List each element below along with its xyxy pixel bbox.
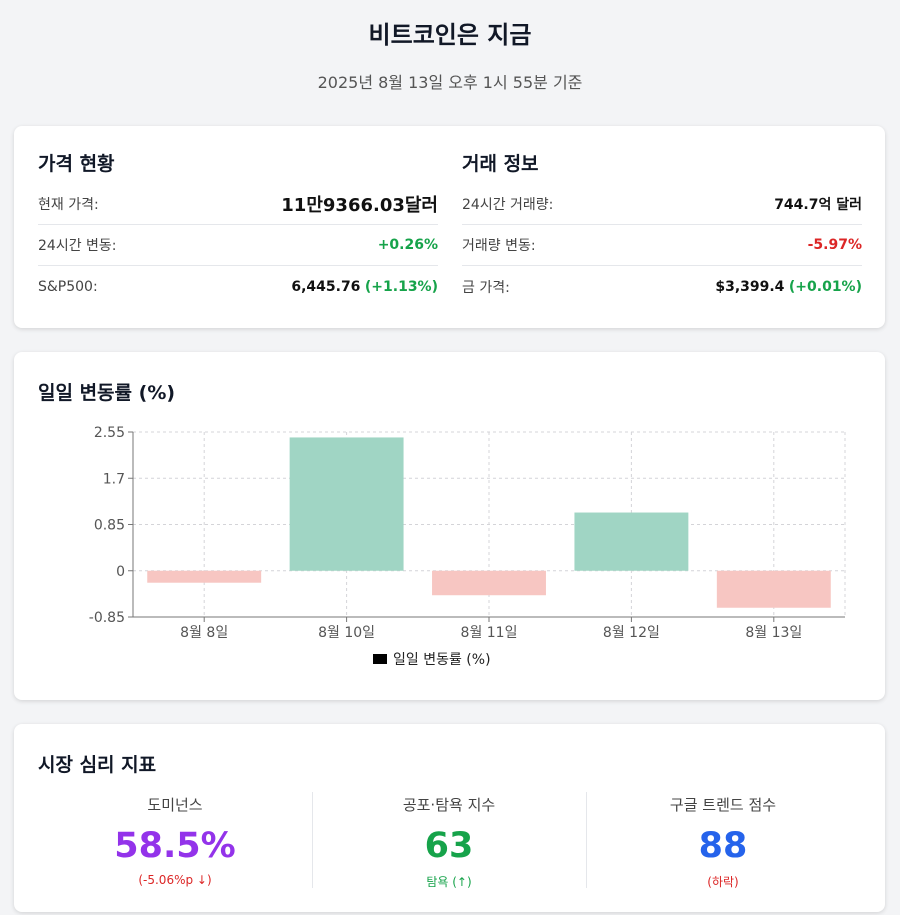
legend-swatch	[373, 654, 387, 664]
fear-greed-metric: 공포·탐욕 지수 63 탐욕 (↑)	[312, 792, 586, 889]
daily-change-chart: 2.55 1.7 0.85 0 -0.85 8월 8일 8월 10일 8월 11일 8월 12일…	[89, 425, 846, 668]
chart-title: 일일 변동률 (%)	[38, 382, 176, 404]
google-trends-status: (하락)	[707, 875, 739, 889]
dominance-metric: 도미넌스 58.5% (-5.06%p ↓)	[38, 792, 312, 888]
x-tick-label: 8월 8일	[180, 625, 228, 641]
sp500-label: S&P500:	[38, 278, 98, 295]
gold-price-change: (+0.01%)	[788, 278, 862, 295]
metric-divider	[586, 792, 587, 888]
gold-price-values: $3,399.4 (+0.01%)	[715, 279, 862, 295]
y-tick-label: 0	[116, 564, 125, 580]
x-tick-label: 8월 11일	[461, 625, 518, 641]
gold-price-label: 금 가격:	[462, 279, 510, 296]
y-tick-label: 2.55	[94, 425, 125, 441]
sp500-change: (+1.13%)	[364, 278, 438, 295]
fear-greed-label: 공포·탐욕 지수	[402, 796, 496, 814]
google-trends-label: 구글 트렌드 점수	[669, 796, 777, 814]
legend-label: 일일 변동률 (%)	[393, 652, 491, 668]
fear-greed-value: 63	[424, 826, 474, 866]
price-status-title: 가격 현황	[38, 153, 115, 175]
page-title: 비트코인은 지금	[368, 21, 532, 49]
volume-change-value: -5.97%	[807, 237, 862, 253]
price-status-section: 가격 현황 현재 가격: 11만9366.03달러 24시간 변동: +0.26…	[38, 126, 438, 307]
x-tick-label: 8월 13일	[745, 625, 802, 641]
sentiment-title: 시장 심리 지표	[38, 754, 157, 776]
current-price-label: 현재 가격:	[38, 197, 99, 213]
dominance-change: (-5.06%p ↓)	[138, 873, 212, 887]
page-timestamp: 2025년 8월 13일 오후 1시 55분 기준	[317, 73, 583, 92]
volume-change-label: 거래량 변동:	[462, 238, 536, 254]
trade-info-section: 거래 정보 24시간 거래량: 744.7억 달러 거래량 변동: -5.97%…	[462, 126, 862, 307]
sentiment-card: 시장 심리 지표 도미넌스 58.5% (-5.06%p ↓) 공포·탐욕 지수…	[14, 724, 885, 912]
change-24h-value: +0.26%	[377, 237, 438, 253]
info-card: 가격 현황 현재 가격: 11만9366.03달러 24시간 변동: +0.26…	[14, 126, 885, 328]
google-trends-value: 88	[698, 826, 748, 866]
sp500-row: S&P500: 6,445.76 (+1.13%)	[38, 266, 438, 307]
bar	[432, 570, 546, 596]
google-trends-metric: 구글 트렌드 점수 88 (하락)	[586, 792, 860, 889]
change-24h-row: 24시간 변동: +0.26%	[38, 225, 438, 266]
dominance-label: 도미넌스	[147, 796, 203, 814]
bar	[574, 512, 689, 571]
x-tick-label: 8월 12일	[603, 625, 660, 641]
sp500-values: 6,445.76 (+1.13%)	[291, 279, 438, 295]
volume-value: 744.7억 달러	[774, 197, 862, 213]
bar	[716, 570, 831, 608]
bar	[289, 437, 404, 571]
bar	[147, 570, 262, 583]
volume-row: 24시간 거래량: 744.7억 달러	[462, 184, 862, 225]
fear-greed-status: 탐욕 (↑)	[426, 875, 472, 889]
gold-price-row: 금 가격: $3,399.4 (+0.01%)	[462, 266, 862, 307]
change-24h-label: 24시간 변동:	[38, 238, 117, 254]
sp500-value: 6,445.76	[291, 278, 361, 295]
chart-card: 일일 변동률 (%) 2.55 1.7 0.85 0 -0.85 8월 8일 8월 10일 8…	[14, 352, 885, 700]
metric-divider	[312, 792, 313, 888]
page-header: 비트코인은 지금 2025년 8월 13일 오후 1시 55분 기준	[0, 0, 900, 126]
volume-label: 24시간 거래량:	[462, 197, 554, 213]
y-tick-label: 1.7	[103, 471, 125, 487]
current-price-value: 11만9366.03달러	[281, 195, 438, 216]
current-price-row: 현재 가격: 11만9366.03달러	[38, 184, 438, 225]
y-tick-label: 0.85	[94, 518, 125, 534]
trade-info-title: 거래 정보	[462, 153, 539, 175]
volume-change-row: 거래량 변동: -5.97%	[462, 225, 862, 266]
dominance-value: 58.5%	[114, 826, 236, 866]
x-tick-label: 8월 10일	[318, 625, 375, 641]
gold-price-value: $3,399.4	[715, 278, 785, 295]
y-tick-label: -0.85	[89, 610, 125, 626]
